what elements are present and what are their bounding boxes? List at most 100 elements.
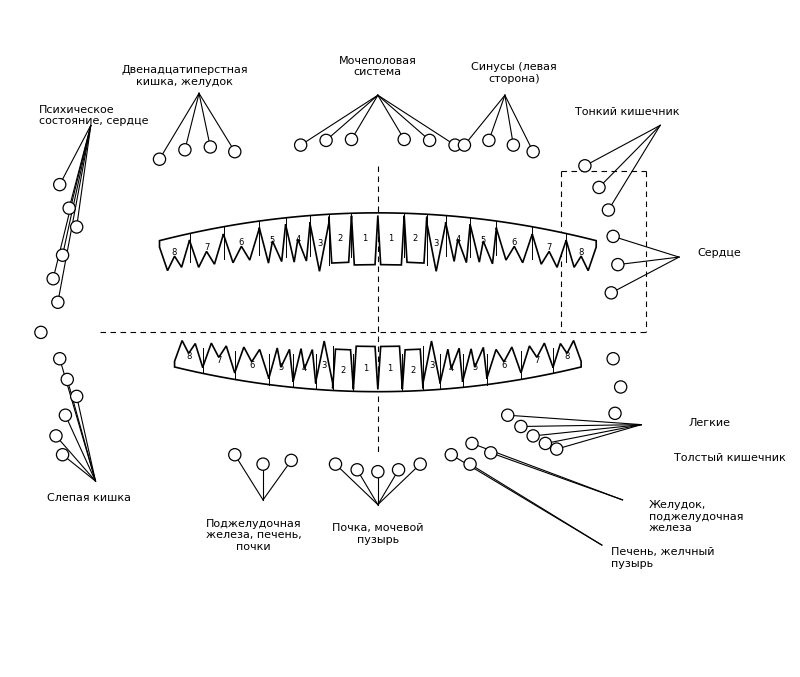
Text: 7: 7	[534, 356, 539, 365]
Circle shape	[464, 458, 476, 471]
Circle shape	[502, 409, 514, 421]
Circle shape	[47, 273, 59, 285]
Text: Толстый кишечник: Толстый кишечник	[674, 453, 786, 463]
Circle shape	[485, 447, 497, 459]
Text: 8: 8	[578, 248, 584, 257]
Circle shape	[539, 437, 551, 450]
Circle shape	[449, 139, 461, 151]
Circle shape	[351, 464, 363, 476]
Text: Синусы (левая
сторона): Синусы (левая сторона)	[471, 62, 557, 84]
Text: 6: 6	[238, 238, 244, 247]
Circle shape	[423, 134, 436, 146]
Text: 5: 5	[472, 363, 478, 372]
Circle shape	[154, 153, 166, 165]
Text: 6: 6	[502, 361, 506, 370]
Text: 4: 4	[302, 364, 307, 373]
Text: 2: 2	[410, 366, 415, 375]
Text: Психическое
состояние, сердце: Психическое состояние, сердце	[39, 105, 149, 126]
Circle shape	[607, 230, 619, 242]
Text: 3: 3	[317, 238, 322, 248]
Circle shape	[527, 146, 539, 158]
Circle shape	[466, 437, 478, 450]
Circle shape	[550, 443, 562, 455]
Circle shape	[70, 390, 82, 403]
Text: 1: 1	[387, 364, 393, 374]
Circle shape	[527, 430, 539, 442]
Circle shape	[458, 139, 470, 151]
Text: 5: 5	[278, 363, 283, 372]
Circle shape	[50, 430, 62, 442]
Circle shape	[178, 144, 191, 156]
Text: 1: 1	[362, 234, 367, 243]
Text: 5: 5	[270, 236, 275, 246]
Polygon shape	[159, 213, 596, 271]
Circle shape	[70, 221, 82, 233]
Circle shape	[34, 326, 47, 338]
Text: 7: 7	[546, 243, 552, 253]
Circle shape	[229, 449, 241, 461]
Text: 8: 8	[564, 351, 570, 361]
Circle shape	[229, 146, 241, 158]
Text: 4: 4	[455, 235, 461, 244]
Circle shape	[507, 139, 519, 151]
Circle shape	[578, 160, 591, 172]
Text: Тонкий кишечник: Тонкий кишечник	[574, 106, 679, 116]
Circle shape	[346, 133, 358, 146]
Text: 7: 7	[216, 356, 222, 365]
Circle shape	[330, 458, 342, 471]
Circle shape	[393, 464, 405, 476]
Circle shape	[609, 407, 621, 420]
Circle shape	[414, 458, 426, 471]
Circle shape	[320, 134, 332, 146]
Circle shape	[54, 179, 66, 191]
Circle shape	[54, 353, 66, 365]
Circle shape	[614, 381, 626, 393]
Circle shape	[593, 181, 605, 194]
Circle shape	[257, 458, 269, 471]
Circle shape	[514, 420, 527, 433]
Text: 7: 7	[204, 243, 210, 253]
Text: 4: 4	[295, 235, 301, 244]
Circle shape	[445, 449, 458, 461]
Text: Почка, мочевой
пузырь: Почка, мочевой пузырь	[332, 523, 424, 545]
Circle shape	[398, 133, 410, 146]
Circle shape	[372, 466, 384, 478]
Text: Желудок,
поджелудочная
железа: Желудок, поджелудочная железа	[649, 500, 743, 533]
Text: 3: 3	[322, 361, 327, 370]
Circle shape	[607, 353, 619, 365]
Text: 6: 6	[249, 361, 254, 370]
Circle shape	[57, 249, 69, 261]
Text: 1: 1	[363, 364, 368, 374]
Text: Мочеполовая
система: Мочеполовая система	[339, 56, 417, 77]
Text: Двенадцатиперстная
кишка, желудок: Двенадцатиперстная кишка, желудок	[122, 65, 248, 87]
Text: Легкие: Легкие	[689, 418, 730, 428]
Circle shape	[612, 259, 624, 271]
Circle shape	[59, 409, 71, 421]
Text: 3: 3	[434, 238, 439, 248]
Text: 2: 2	[341, 366, 346, 375]
Circle shape	[605, 287, 618, 299]
Circle shape	[61, 373, 74, 386]
Text: 8: 8	[186, 351, 191, 361]
Text: 3: 3	[429, 361, 434, 370]
Text: 6: 6	[512, 238, 517, 247]
Text: 8: 8	[172, 248, 178, 257]
Circle shape	[294, 139, 306, 151]
Circle shape	[602, 204, 614, 216]
Circle shape	[285, 454, 298, 466]
Circle shape	[204, 141, 217, 153]
Circle shape	[52, 296, 64, 309]
Polygon shape	[174, 341, 581, 392]
Text: 1: 1	[389, 234, 394, 243]
Text: Слепая кишка: Слепая кишка	[46, 493, 130, 503]
Text: 2: 2	[338, 234, 343, 242]
Text: 4: 4	[449, 364, 454, 373]
Text: Печень, желчный
пузырь: Печень, желчный пузырь	[611, 547, 714, 569]
Circle shape	[57, 449, 69, 461]
Circle shape	[482, 134, 495, 146]
Text: 5: 5	[481, 236, 486, 246]
Text: 2: 2	[413, 234, 418, 242]
Text: Сердце: Сердце	[698, 248, 742, 259]
Circle shape	[63, 202, 75, 214]
Text: Поджелудочная
железа, печень,
почки: Поджелудочная железа, печень, почки	[206, 519, 302, 552]
